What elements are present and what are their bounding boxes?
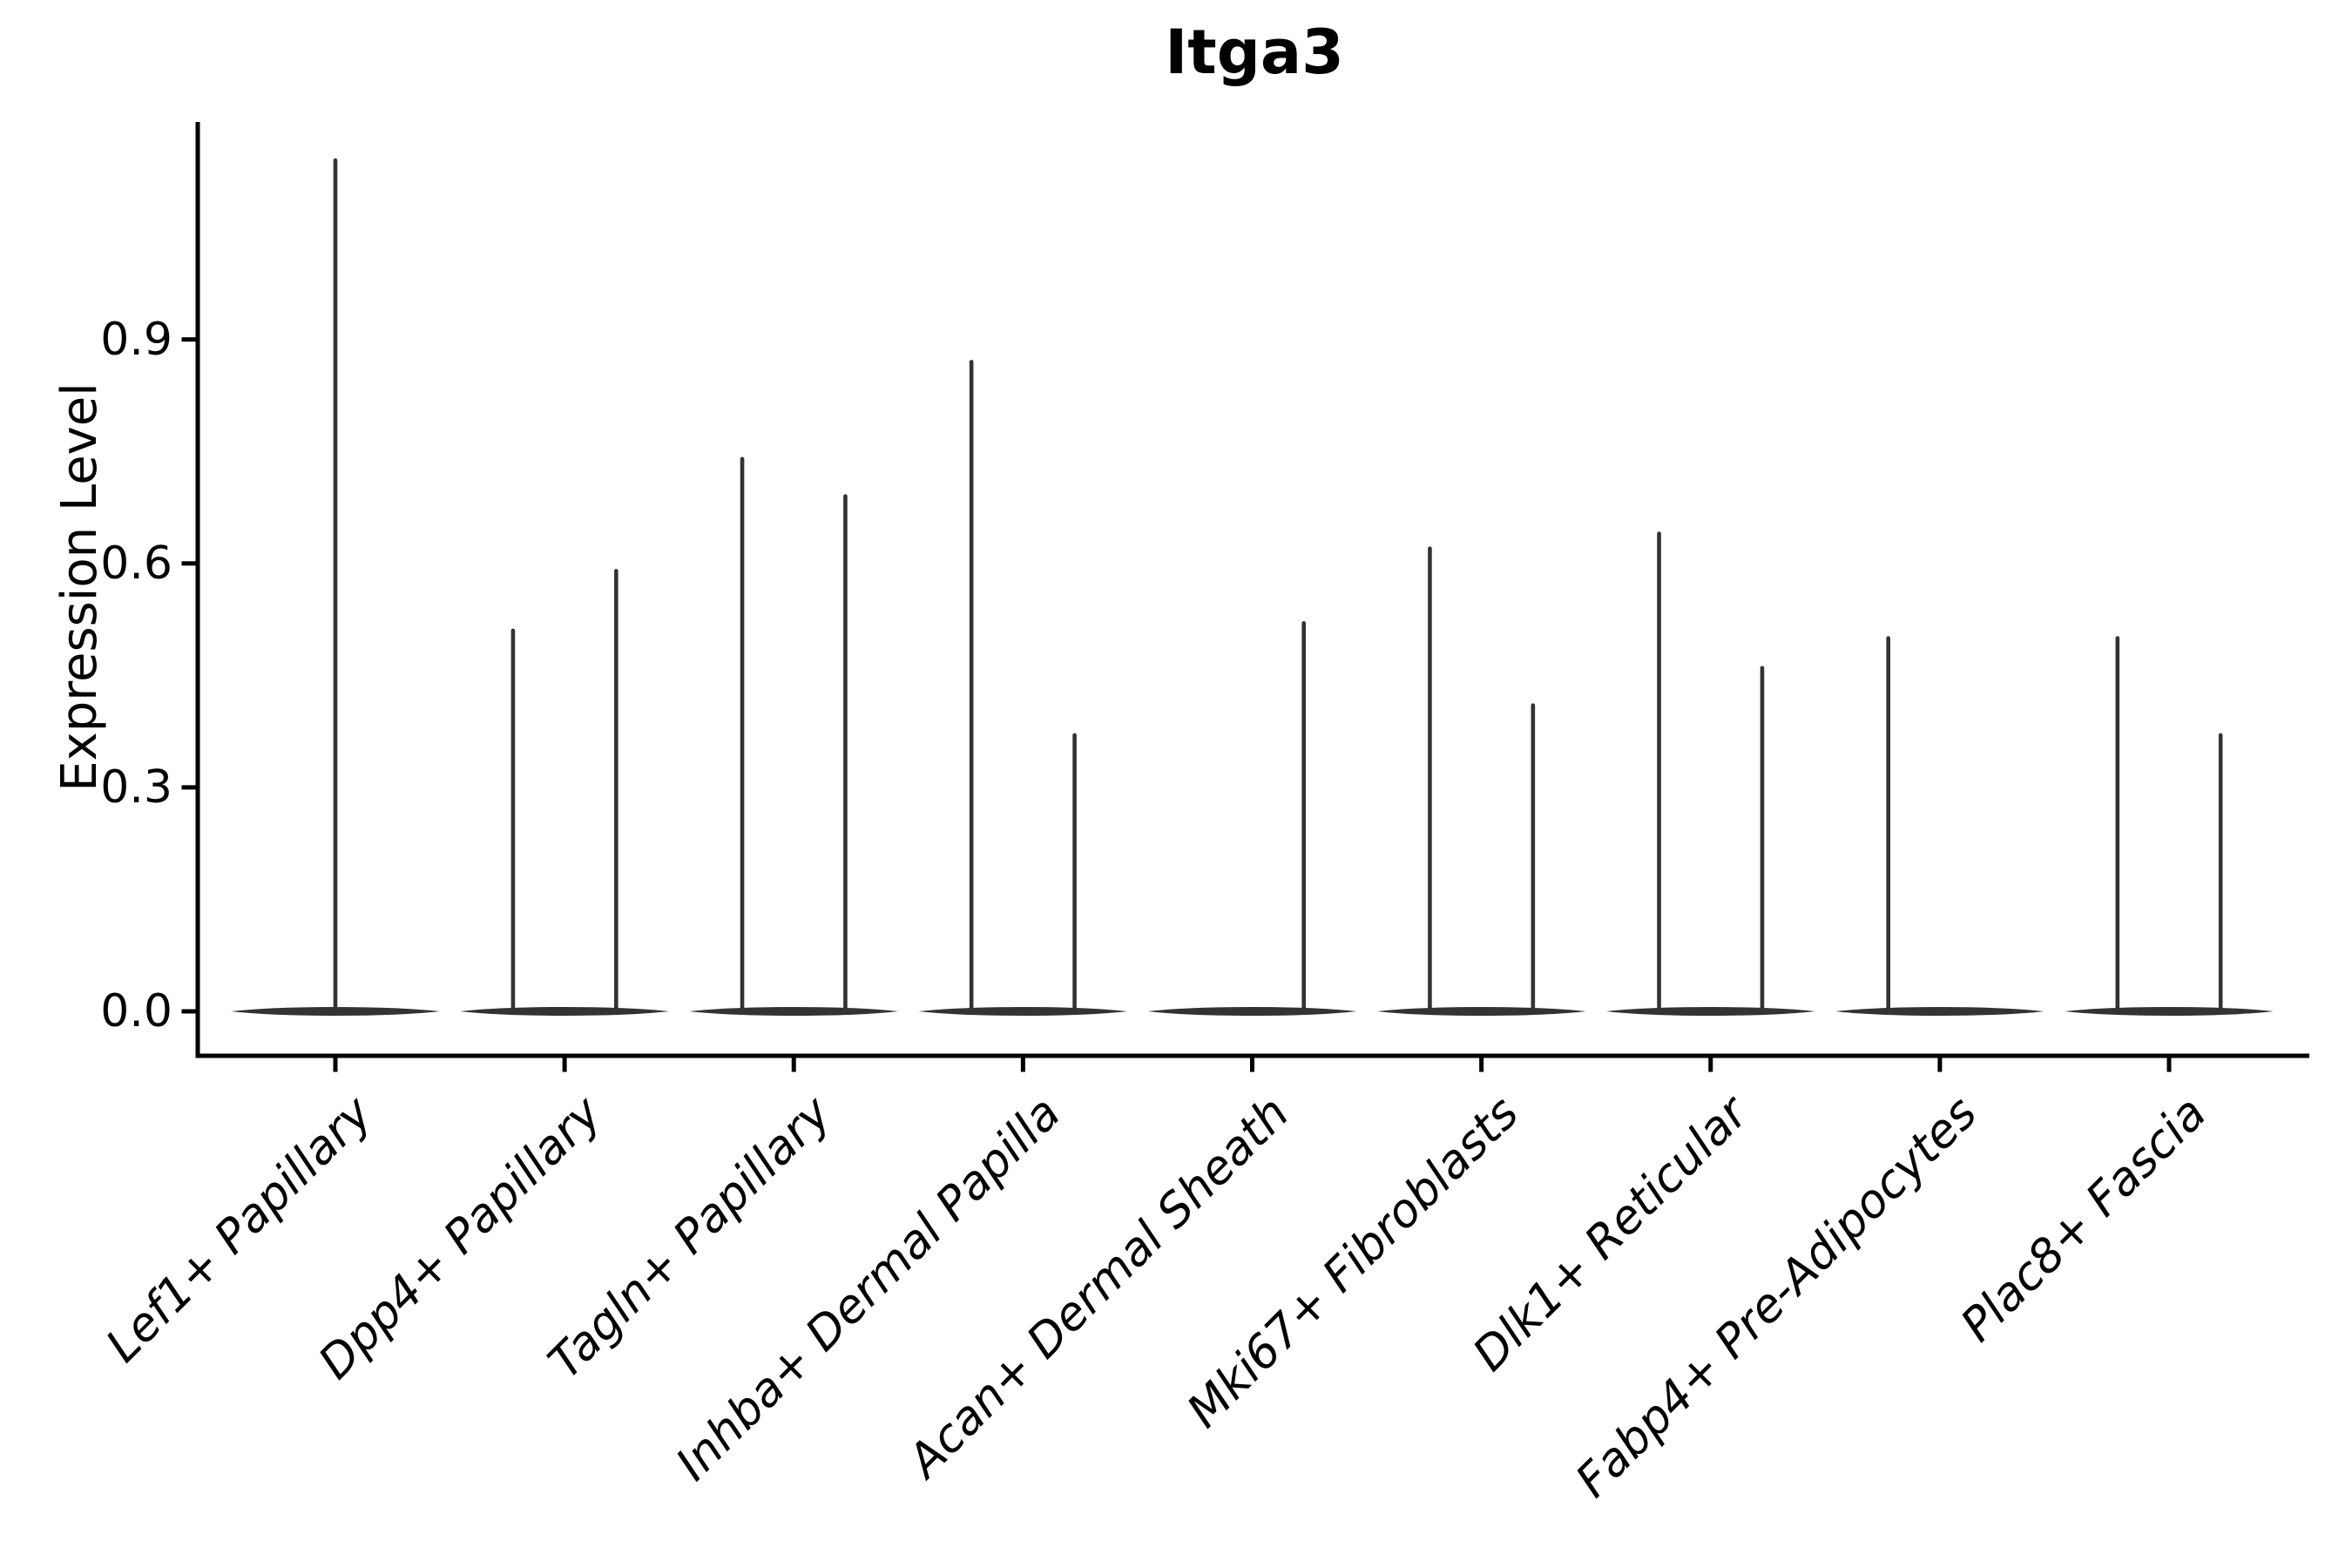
chart-title: Itga3 (1165, 17, 1344, 88)
x-tick-mark (1020, 1058, 1025, 1072)
y-tick-mark (181, 785, 196, 790)
y-axis-label: Expression Level (51, 382, 108, 792)
x-tick-mark (333, 1058, 338, 1072)
x-tick-mark (1937, 1058, 1943, 1072)
y-tick-label: 0.3 (100, 760, 172, 814)
violin-body (2065, 1007, 2274, 1016)
x-tick-mark (1479, 1058, 1484, 1072)
violin-body (918, 1007, 1128, 1016)
x-axis-spine (195, 1053, 2309, 1058)
violin-body (1376, 1007, 1586, 1016)
violin-body (1835, 1007, 2044, 1016)
y-tick-label: 0.0 (100, 985, 172, 1037)
x-tick-mark (562, 1058, 567, 1072)
y-tick-mark (181, 337, 196, 342)
y-tick-mark (181, 561, 196, 566)
x-tick-mark (1250, 1058, 1254, 1072)
y-axis-spine (195, 122, 200, 1058)
y-tick-label: 0.9 (100, 313, 172, 366)
y-tick-mark (181, 1009, 196, 1014)
violin-body (689, 1007, 899, 1016)
x-tick-mark (1708, 1058, 1713, 1072)
y-tick-label: 0.6 (100, 537, 172, 590)
violin-body (1147, 1007, 1357, 1016)
violin-body (460, 1007, 670, 1016)
x-tick-mark (791, 1058, 796, 1072)
x-tick-mark (2166, 1058, 2172, 1072)
violin-body (1605, 1007, 1815, 1016)
